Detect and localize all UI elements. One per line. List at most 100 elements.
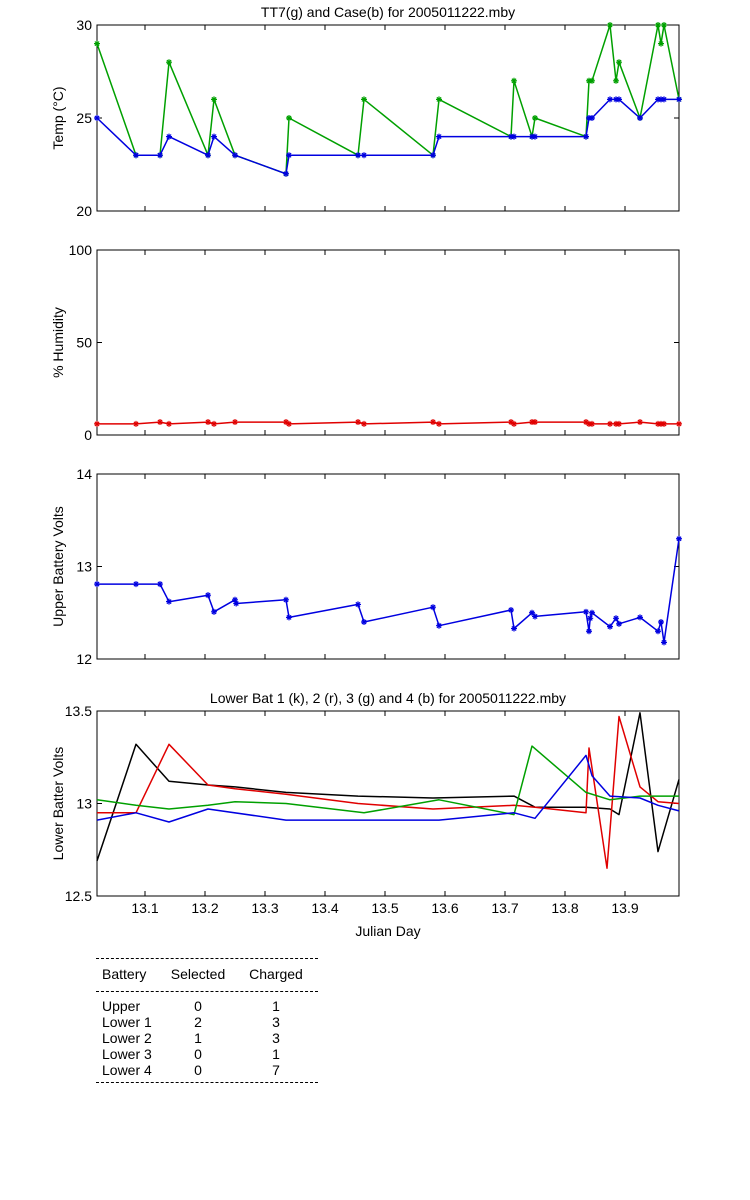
data-point bbox=[133, 420, 139, 427]
data-point bbox=[232, 152, 238, 159]
data-point bbox=[166, 420, 172, 427]
y-axis-label: Upper Battery Volts bbox=[50, 506, 66, 627]
data-point bbox=[355, 419, 361, 426]
data-point bbox=[583, 608, 589, 615]
table-row: Lower 3 0 1 bbox=[96, 1046, 318, 1062]
table-bottom-rule bbox=[96, 1082, 318, 1083]
x-tick-label: 13.6 bbox=[431, 900, 458, 916]
y-tick-label: 13 bbox=[76, 796, 92, 812]
data-point bbox=[232, 419, 238, 426]
data-point bbox=[586, 628, 592, 635]
data-point bbox=[283, 170, 289, 177]
data-point bbox=[166, 133, 172, 140]
cell-battery: Lower 3 bbox=[102, 1046, 152, 1062]
table-row: Lower 1 2 3 bbox=[96, 1014, 318, 1030]
data-point bbox=[205, 592, 211, 599]
chart-title: Lower Bat 1 (k), 2 (r), 3 (g) and 4 (b) … bbox=[210, 690, 566, 706]
data-point bbox=[286, 420, 292, 427]
data-point bbox=[286, 152, 292, 159]
table-row: Upper 0 1 bbox=[96, 998, 318, 1014]
chart-title: TT7(g) and Case(b) for 2005011222.mby bbox=[261, 4, 515, 20]
header-charged: Charged bbox=[249, 966, 303, 982]
y-axis-label: Lower Batter Volts bbox=[50, 747, 66, 861]
series-line bbox=[96, 745, 679, 816]
chart-panel-temp: 20 25 30 TT7(g) and Case(b) for 2005011222.… bbox=[50, 4, 682, 219]
data-point bbox=[211, 96, 217, 103]
y-tick-label: 100 bbox=[69, 242, 93, 258]
data-point bbox=[661, 22, 667, 28]
y-tick-label: 14 bbox=[76, 466, 92, 482]
y-tick-label: 13 bbox=[76, 559, 92, 575]
data-point bbox=[157, 152, 163, 159]
cell-charged: 1 bbox=[272, 1046, 280, 1062]
data-point bbox=[583, 419, 589, 426]
cell-charged: 7 bbox=[272, 1062, 280, 1078]
data-point bbox=[508, 606, 514, 613]
data-point bbox=[616, 59, 622, 66]
data-point bbox=[94, 40, 100, 47]
data-point bbox=[511, 625, 517, 632]
data-point bbox=[589, 609, 595, 616]
data-point bbox=[286, 115, 292, 121]
series-line bbox=[97, 715, 680, 869]
table-body: Upper 0 1 Lower 1 2 3 Lower 2 1 3 Lower … bbox=[96, 992, 318, 1082]
data-point bbox=[676, 420, 682, 427]
chart-panel-humidity: 0 50 100 % Humidity bbox=[50, 242, 682, 443]
data-point bbox=[205, 152, 211, 159]
cell-selected: 0 bbox=[194, 1046, 202, 1062]
cell-battery: Lower 1 bbox=[102, 1014, 152, 1030]
data-point bbox=[233, 600, 240, 607]
x-tick-label: 13.3 bbox=[251, 900, 278, 916]
data-point bbox=[232, 596, 238, 603]
data-point bbox=[587, 615, 594, 622]
data-point bbox=[436, 96, 442, 103]
x-tick-label: 13.5 bbox=[371, 900, 398, 916]
chart-panel-upper-volts: 12 13 14 Upper Battery Volts bbox=[50, 466, 682, 667]
series-0 bbox=[94, 22, 682, 177]
data-point bbox=[676, 535, 682, 542]
y-tick-label: 25 bbox=[76, 110, 92, 126]
data-point bbox=[361, 619, 367, 625]
data-point bbox=[616, 620, 622, 627]
plot-frame bbox=[96, 249, 680, 436]
data-point bbox=[94, 420, 100, 427]
data-point bbox=[283, 419, 289, 426]
data-point bbox=[613, 615, 619, 622]
data-point bbox=[508, 419, 514, 426]
data-point bbox=[589, 420, 595, 427]
table-header-row: Battery Selected Charged bbox=[96, 965, 318, 983]
series-2 bbox=[96, 745, 679, 816]
data-point bbox=[436, 420, 442, 427]
y-axis-label: % Humidity bbox=[50, 307, 66, 378]
series-0 bbox=[96, 712, 680, 862]
cell-charged: 3 bbox=[272, 1014, 280, 1030]
y-axis-label: Temp (°C) bbox=[50, 86, 66, 149]
table-row: Lower 2 1 3 bbox=[96, 1030, 318, 1046]
data-point bbox=[658, 40, 664, 47]
cell-selected: 1 bbox=[194, 1030, 202, 1046]
data-point bbox=[157, 419, 163, 426]
data-point bbox=[511, 77, 517, 84]
data-point bbox=[133, 152, 139, 159]
x-tick-label: 13.1 bbox=[131, 900, 158, 916]
data-point bbox=[133, 581, 139, 588]
data-point bbox=[661, 639, 667, 646]
data-point bbox=[205, 419, 211, 426]
cell-selected: 0 bbox=[194, 1062, 202, 1078]
y-tick-label: 0 bbox=[84, 427, 92, 443]
data-point bbox=[436, 133, 442, 140]
data-point bbox=[589, 115, 595, 121]
data-point bbox=[361, 420, 367, 427]
data-point bbox=[661, 420, 667, 427]
cell-battery: Lower 2 bbox=[102, 1030, 152, 1046]
header-selected: Selected bbox=[170, 966, 226, 982]
series-line bbox=[97, 538, 680, 644]
data-point bbox=[532, 419, 538, 426]
x-tick-label: 13.4 bbox=[311, 900, 338, 916]
data-point bbox=[511, 420, 517, 427]
data-point bbox=[607, 96, 613, 103]
data-point bbox=[613, 77, 619, 84]
series-line bbox=[96, 712, 680, 862]
data-point bbox=[532, 133, 538, 140]
